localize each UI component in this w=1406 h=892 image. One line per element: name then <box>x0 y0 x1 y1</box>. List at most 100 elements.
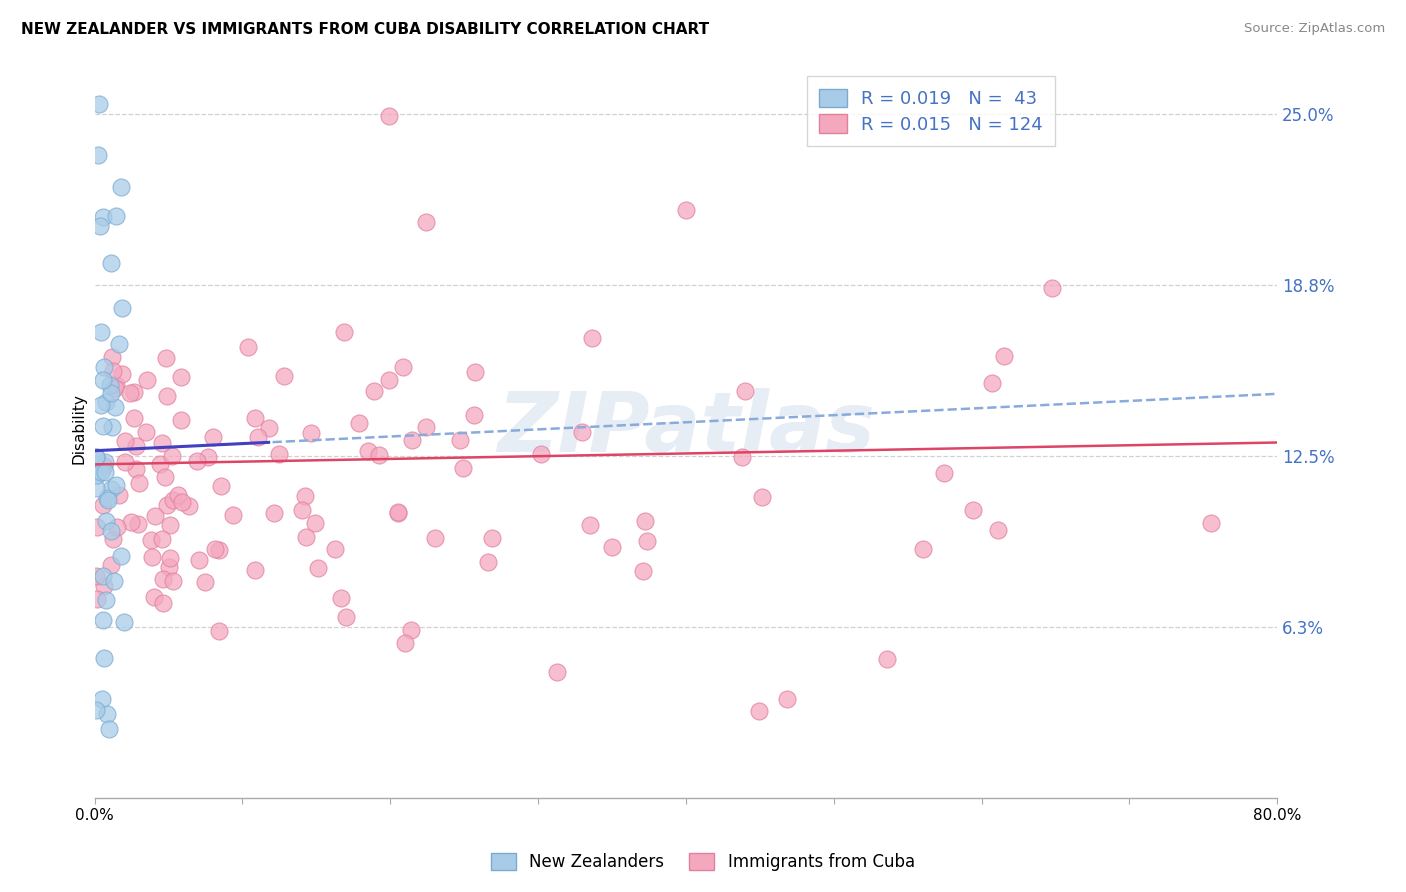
Legend: New Zealanders, Immigrants from Cuba: New Zealanders, Immigrants from Cuba <box>482 845 924 880</box>
Point <box>100 482 122 496</box>
Point <box>103 574 125 589</box>
Point <box>962 503 984 517</box>
Point <box>162 574 184 588</box>
Point <box>96 515 118 529</box>
Y-axis label: Disability: Disability <box>72 393 86 464</box>
Point <box>159 550 181 565</box>
Point <box>392 359 415 374</box>
Point <box>97 493 120 508</box>
Point <box>162 493 184 508</box>
Point <box>387 505 409 519</box>
Point <box>177 499 200 513</box>
Point <box>167 488 190 502</box>
Point <box>748 704 770 718</box>
Point <box>101 350 124 364</box>
Point <box>100 385 122 400</box>
Point <box>152 573 174 587</box>
Point <box>96 706 118 721</box>
Point <box>86 519 108 533</box>
Point <box>127 516 149 531</box>
Point <box>1040 281 1063 295</box>
Point <box>333 325 356 339</box>
Point <box>186 454 208 468</box>
Point <box>96 395 118 409</box>
Point <box>634 514 657 528</box>
Point <box>463 409 485 423</box>
Point <box>304 516 326 530</box>
Point <box>104 400 127 414</box>
Point <box>135 425 157 439</box>
Point <box>415 215 437 229</box>
Point <box>197 450 219 464</box>
Point <box>876 652 898 666</box>
Point <box>367 448 389 462</box>
Point <box>84 568 107 582</box>
Legend: R = 0.019   N =  43, R = 0.015   N = 124: R = 0.019 N = 43, R = 0.015 N = 124 <box>807 76 1056 146</box>
Point <box>91 498 114 512</box>
Point <box>464 365 486 379</box>
Point <box>208 624 231 638</box>
Point <box>347 416 370 430</box>
Point <box>111 368 134 382</box>
Point <box>91 613 114 627</box>
Point <box>114 455 136 469</box>
Point <box>170 494 193 508</box>
Point <box>91 569 114 583</box>
Point <box>399 623 422 637</box>
Point <box>267 447 290 461</box>
Point <box>108 337 131 351</box>
Point <box>93 373 115 387</box>
Point <box>188 553 211 567</box>
Point <box>111 301 134 315</box>
Point <box>363 384 385 398</box>
Point <box>157 559 180 574</box>
Point <box>208 543 231 558</box>
Point <box>150 532 173 546</box>
Point <box>294 489 316 503</box>
Point <box>245 410 267 425</box>
Point <box>103 532 125 546</box>
Point <box>273 368 295 383</box>
Point <box>122 410 145 425</box>
Point <box>100 558 122 572</box>
Point <box>378 373 401 387</box>
Point <box>94 465 117 479</box>
Point <box>299 426 322 441</box>
Point <box>86 592 108 607</box>
Point <box>295 530 318 544</box>
Point <box>89 219 111 234</box>
Point <box>112 615 135 629</box>
Point <box>194 574 217 589</box>
Point <box>211 478 233 492</box>
Point <box>579 518 602 533</box>
Point <box>136 373 159 387</box>
Point <box>141 550 163 565</box>
Point <box>86 467 108 482</box>
Point <box>84 703 107 717</box>
Point <box>246 430 269 444</box>
Point <box>529 447 551 461</box>
Point <box>201 430 224 444</box>
Point <box>150 436 173 450</box>
Point <box>776 692 799 706</box>
Point <box>236 340 259 354</box>
Point <box>481 531 503 545</box>
Point <box>222 508 245 523</box>
Point <box>934 466 956 480</box>
Point <box>751 491 773 505</box>
Point <box>104 378 127 392</box>
Point <box>97 723 120 737</box>
Point <box>114 434 136 448</box>
Point <box>104 381 127 395</box>
Point <box>124 462 146 476</box>
Point <box>108 488 131 502</box>
Point <box>93 651 115 665</box>
Point <box>84 450 107 465</box>
Point <box>104 478 127 492</box>
Point <box>637 534 659 549</box>
Point <box>356 443 378 458</box>
Point <box>160 449 183 463</box>
Point <box>377 109 399 123</box>
Point <box>731 450 754 464</box>
Point <box>122 385 145 400</box>
